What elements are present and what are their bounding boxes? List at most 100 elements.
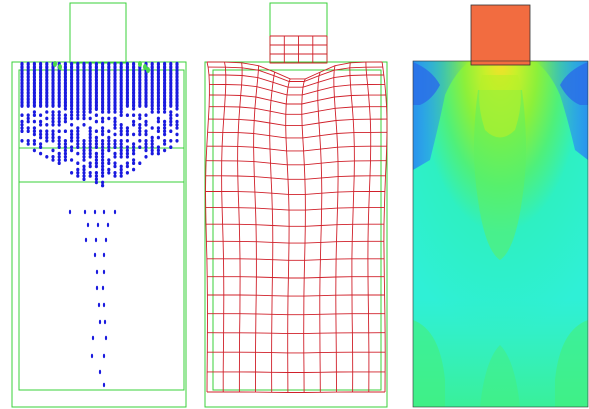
particle (63, 113, 67, 117)
particle (113, 174, 117, 178)
particle (76, 174, 80, 178)
particle (82, 68, 86, 73)
particle (113, 61, 117, 67)
particle (51, 116, 55, 121)
particle (150, 90, 154, 96)
particle (26, 64, 30, 70)
particle (113, 155, 117, 159)
particle (70, 116, 74, 121)
mesh-column (269, 72, 276, 393)
particle (102, 302, 106, 308)
particle (150, 107, 154, 111)
particle (144, 77, 148, 83)
particle (101, 106, 105, 112)
particle (113, 87, 117, 92)
particle (82, 151, 86, 156)
particle (32, 139, 37, 143)
particle (156, 110, 160, 114)
mesh-column (221, 62, 227, 392)
particle (175, 61, 179, 67)
particle (94, 71, 98, 76)
particle (70, 77, 74, 83)
particle (125, 145, 129, 149)
particle (76, 110, 80, 114)
particle (94, 151, 98, 156)
particle (88, 174, 92, 178)
particle (125, 100, 129, 105)
punch-outline (69, 2, 127, 64)
particle (82, 142, 86, 146)
particle (39, 123, 43, 127)
mesh-column (301, 78, 306, 393)
particle (125, 129, 129, 133)
particle (156, 107, 160, 111)
particle (169, 96, 173, 102)
particle (163, 123, 167, 127)
mesh-row (207, 391, 385, 393)
mesh-row (209, 94, 386, 105)
particle (107, 129, 111, 133)
particle (51, 93, 55, 99)
particle (101, 132, 105, 137)
mesh-column (381, 61, 388, 393)
particle (138, 116, 142, 121)
core-hot (479, 75, 521, 138)
inner-outline-2 (212, 69, 382, 391)
particle (102, 269, 106, 275)
particle (32, 129, 37, 133)
particle (76, 84, 80, 89)
particle (63, 84, 67, 89)
particle (163, 142, 167, 146)
particle (88, 80, 92, 86)
particle (107, 110, 111, 114)
particle (169, 129, 173, 133)
particle (82, 167, 86, 172)
particle (113, 71, 117, 76)
particle (113, 110, 117, 114)
right-blue-spot (560, 62, 588, 105)
mesh-row (209, 83, 385, 96)
particle (156, 135, 160, 140)
particle (169, 64, 173, 70)
particle (45, 61, 49, 67)
particle (132, 123, 136, 127)
particle (169, 100, 173, 105)
particle (70, 74, 74, 80)
particle (107, 90, 111, 96)
particle (32, 61, 37, 67)
particle (76, 139, 80, 143)
particle (175, 74, 179, 80)
particle (94, 155, 98, 159)
particle (113, 142, 117, 146)
particle (88, 148, 92, 153)
particle (119, 103, 123, 108)
particle (20, 90, 24, 96)
particle (88, 90, 92, 96)
particle (39, 80, 43, 86)
particle (169, 110, 173, 114)
particle (32, 142, 37, 146)
particle (94, 87, 98, 92)
particle (107, 142, 111, 146)
particle (70, 110, 74, 114)
particle (175, 90, 179, 96)
particle (70, 135, 74, 140)
particle (76, 132, 80, 137)
particle (169, 87, 173, 92)
particle (88, 110, 92, 114)
particle (26, 126, 30, 130)
particle (70, 145, 74, 149)
particle (45, 64, 49, 70)
particle (101, 145, 105, 149)
particle (94, 103, 98, 108)
particle (97, 302, 101, 308)
particle (125, 61, 129, 67)
particle (101, 129, 105, 133)
particle (63, 64, 67, 70)
particle (150, 142, 154, 146)
particle (119, 96, 123, 102)
particle (107, 135, 111, 140)
particle (163, 68, 167, 73)
particle (150, 74, 154, 80)
mesh-row (209, 74, 384, 88)
